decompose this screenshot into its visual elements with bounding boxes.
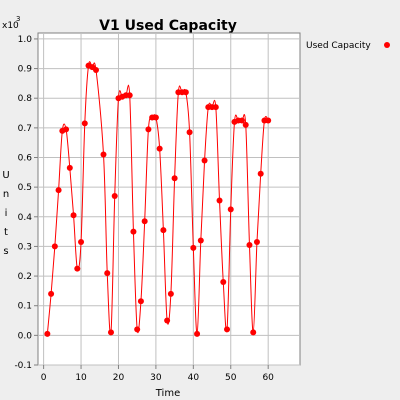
x-tick-label: 40 (188, 373, 200, 383)
legend-label: Used Capacity (306, 41, 371, 51)
x-tick-label: 50 (225, 373, 237, 383)
x-tick-label: 60 (262, 373, 274, 383)
data-point[interactable] (238, 117, 245, 124)
data-point[interactable] (137, 298, 144, 305)
data-point[interactable] (186, 129, 193, 136)
data-point[interactable] (246, 241, 253, 248)
y-tick-label: 0.4 (18, 213, 33, 223)
legend-marker (384, 42, 390, 48)
y-tick-label: 0.8 (18, 94, 33, 104)
x-axis-ticks: 0 10 20 30 40 50 60 (41, 365, 274, 383)
x-tick-label: 0 (41, 373, 47, 383)
chart-title: V1 Used Capacity (99, 18, 237, 34)
data-point[interactable] (130, 228, 137, 235)
data-point[interactable] (194, 330, 201, 337)
y-axis-label-letter: U (2, 170, 9, 181)
y-axis-label-letter: t (4, 227, 8, 238)
y-tick-label: 0.1 (18, 302, 32, 312)
series-line (46, 61, 269, 336)
data-point[interactable] (100, 151, 107, 158)
data-point[interactable] (134, 326, 141, 333)
data-point[interactable] (227, 206, 234, 213)
x-axis-label: Time (155, 388, 180, 399)
data-point[interactable] (156, 145, 163, 152)
x-tick-label: 20 (113, 373, 125, 383)
data-point[interactable] (126, 92, 133, 99)
data-point[interactable] (164, 317, 171, 324)
y-tick-label: 0.0 (18, 331, 33, 341)
y-tick-label: 0.2 (18, 272, 32, 282)
legend[interactable]: Used Capacity (306, 41, 390, 51)
data-point[interactable] (51, 243, 58, 250)
y-tick-label: 0.6 (18, 154, 33, 164)
data-point[interactable] (242, 121, 249, 128)
y-axis-label-letter: s (3, 246, 8, 257)
data-point[interactable] (182, 89, 189, 96)
data-point[interactable] (44, 330, 51, 337)
data-point[interactable] (55, 187, 62, 194)
data-point[interactable] (216, 197, 223, 204)
data-point[interactable] (160, 227, 167, 234)
data-point[interactable] (152, 114, 159, 121)
data-point[interactable] (201, 157, 208, 164)
data-point[interactable] (107, 329, 114, 336)
x-tick-label: 30 (150, 373, 162, 383)
data-point[interactable] (257, 170, 264, 177)
y-axis-ticks: -0.1 0.0 0.1 0.2 0.3 0.4 0.5 0.6 0.7 0.8 0.9 1.0 (14, 35, 38, 371)
plot-area (37, 32, 301, 366)
y-tick-label: 0.5 (18, 183, 32, 193)
data-point[interactable] (70, 212, 77, 219)
data-point[interactable] (250, 329, 257, 336)
data-point[interactable] (167, 290, 174, 297)
y-tick-label: -0.1 (14, 361, 32, 371)
data-point[interactable] (197, 237, 204, 244)
data-point[interactable] (78, 238, 85, 245)
data-point[interactable] (111, 193, 118, 200)
data-point[interactable] (66, 164, 73, 171)
y-tick-label: 0.3 (18, 242, 32, 252)
data-point[interactable] (253, 238, 260, 245)
y-axis-label-letter: n (3, 189, 9, 200)
y-tick-label: 0.7 (18, 124, 32, 134)
data-point[interactable] (141, 218, 148, 225)
data-point[interactable] (190, 244, 197, 251)
y-axis-label-letter: i (5, 208, 8, 219)
y-tick-label: 0.9 (18, 65, 33, 75)
series-layer (44, 61, 272, 337)
data-point[interactable] (220, 279, 227, 285)
data-point[interactable] (212, 104, 219, 111)
data-point[interactable] (63, 126, 70, 133)
data-point[interactable] (74, 265, 81, 272)
data-point[interactable] (81, 120, 88, 127)
data-point[interactable] (265, 117, 272, 124)
y-tick-label: 1.0 (18, 35, 33, 45)
data-point[interactable] (145, 126, 152, 133)
data-point[interactable] (48, 290, 55, 297)
data-point[interactable] (104, 270, 111, 277)
data-point[interactable] (93, 67, 100, 74)
y-multiplier-exponent: 3 (16, 15, 20, 23)
data-point[interactable] (224, 326, 231, 333)
grid-lines (38, 33, 300, 366)
y-multiplier-base: x10 (2, 21, 19, 31)
data-point[interactable] (171, 175, 178, 182)
x-tick-label: 10 (75, 373, 87, 383)
